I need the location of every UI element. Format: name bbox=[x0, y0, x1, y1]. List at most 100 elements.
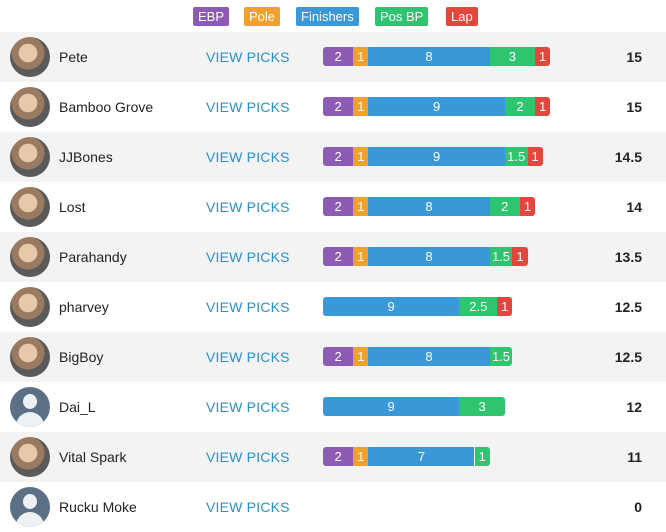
player-name: Pete bbox=[59, 49, 88, 65]
score-segment-pole: 1 bbox=[353, 347, 369, 366]
view-picks-link[interactable]: VIEW PICKS bbox=[206, 99, 290, 115]
view-picks-link[interactable]: VIEW PICKS bbox=[206, 449, 290, 465]
score-segment-pos-bp: 1.5 bbox=[489, 347, 513, 366]
legend-pole: Pole bbox=[244, 7, 281, 26]
avatar bbox=[10, 487, 50, 527]
score-segment-pole: 1 bbox=[353, 247, 369, 266]
leaderboard-row: JJBones VIEW PICKS 2 1 9 1.5 1 14.5 bbox=[0, 132, 666, 182]
avatar bbox=[10, 437, 50, 477]
player-name: BigBoy bbox=[59, 349, 104, 365]
score-segment-lap: 1 bbox=[519, 197, 536, 216]
view-picks-link[interactable]: VIEW PICKS bbox=[206, 299, 290, 315]
score-segment-pos-bp: 2 bbox=[489, 197, 520, 216]
score-segment-ebp: 2 bbox=[323, 97, 354, 116]
score-segment-pos-bp: 3 bbox=[459, 397, 505, 416]
avatar bbox=[10, 187, 50, 227]
score-segment-pole: 1 bbox=[353, 47, 369, 66]
score-segment-ebp: 2 bbox=[323, 47, 354, 66]
player-name: JJBones bbox=[59, 149, 113, 165]
leaderboard-row: Lost VIEW PICKS 2 1 8 2 1 14 bbox=[0, 182, 666, 232]
total-points: 14.5 bbox=[614, 149, 642, 165]
view-picks-link[interactable]: VIEW PICKS bbox=[206, 199, 290, 215]
score-segment-lap: 1 bbox=[535, 97, 551, 116]
score-segment-lap: 1 bbox=[512, 247, 528, 266]
score-segment-finishers: 9 bbox=[368, 97, 505, 116]
leaderboard: Pete VIEW PICKS 2 1 8 3 1 15 Bamboo Grove VIEW PI… bbox=[0, 32, 666, 532]
legend-pos-bp: Pos BP bbox=[375, 7, 429, 26]
total-points: 14 bbox=[626, 199, 642, 215]
view-picks-link[interactable]: VIEW PICKS bbox=[206, 149, 290, 165]
leaderboard-row: Dai_L VIEW PICKS 9 3 12 bbox=[0, 382, 666, 432]
score-segment-finishers: 9 bbox=[323, 397, 460, 416]
player-name: Rucku Moke bbox=[59, 499, 137, 515]
total-points: 0 bbox=[634, 499, 642, 515]
score-segment-pos-bp: 1 bbox=[474, 447, 490, 466]
total-points: 12 bbox=[626, 399, 642, 415]
leaderboard-row: Rucku Moke VIEW PICKS 0 bbox=[0, 482, 666, 532]
score-segment-ebp: 2 bbox=[323, 447, 354, 466]
score-segment-finishers: 9 bbox=[323, 297, 460, 316]
score-segment-finishers: 8 bbox=[368, 247, 490, 266]
avatar bbox=[10, 237, 50, 277]
score-segment-lap: 1 bbox=[527, 147, 543, 166]
score-segment-lap: 1 bbox=[535, 47, 551, 66]
legend-lap: Lap bbox=[446, 7, 478, 26]
view-picks-link[interactable]: VIEW PICKS bbox=[206, 349, 290, 365]
player-name: pharvey bbox=[59, 299, 109, 315]
avatar bbox=[10, 87, 50, 127]
score-segment-finishers: 7 bbox=[368, 447, 475, 466]
avatar bbox=[10, 337, 50, 377]
score-segment-pole: 1 bbox=[353, 147, 369, 166]
total-points: 15 bbox=[626, 49, 642, 65]
view-picks-link[interactable]: VIEW PICKS bbox=[206, 499, 290, 515]
score-segment-finishers: 9 bbox=[368, 147, 505, 166]
view-picks-link[interactable]: VIEW PICKS bbox=[206, 399, 290, 415]
score-segment-pos-bp: 1.5 bbox=[504, 147, 528, 166]
player-name: Lost bbox=[59, 199, 86, 215]
avatar bbox=[10, 387, 50, 427]
avatar bbox=[10, 137, 50, 177]
player-name: Parahandy bbox=[59, 249, 127, 265]
score-segment-ebp: 2 bbox=[323, 197, 354, 216]
total-points: 12.5 bbox=[614, 349, 642, 365]
score-segment-lap: 1 bbox=[497, 297, 513, 316]
score-segment-finishers: 8 bbox=[368, 347, 490, 366]
view-picks-link[interactable]: VIEW PICKS bbox=[206, 49, 290, 65]
leaderboard-row: pharvey VIEW PICKS 9 2.5 1 12.5 bbox=[0, 282, 666, 332]
score-segment-finishers: 8 bbox=[368, 47, 490, 66]
score-segment-pos-bp: 2 bbox=[504, 97, 536, 116]
default-avatar-body bbox=[16, 412, 44, 427]
score-segment-pole: 1 bbox=[353, 197, 369, 216]
legend-finishers: Finishers bbox=[296, 7, 359, 26]
view-picks-link[interactable]: VIEW PICKS bbox=[206, 249, 290, 265]
default-avatar-head bbox=[23, 494, 37, 509]
total-points: 13.5 bbox=[614, 249, 642, 265]
leaderboard-row: Parahandy VIEW PICKS 2 1 8 1.5 1 13.5 bbox=[0, 232, 666, 282]
leaderboard-row: Vital Spark VIEW PICKS 2 1 7 1 11 bbox=[0, 432, 666, 482]
score-bar: 2 1 8 1.5 1 bbox=[323, 247, 528, 266]
player-name: Dai_L bbox=[59, 399, 96, 415]
legend: EBP Pole Finishers Pos BP Lap bbox=[0, 7, 666, 27]
leaderboard-row: BigBoy VIEW PICKS 2 1 8 1.5 12.5 bbox=[0, 332, 666, 382]
player-name: Bamboo Grove bbox=[59, 99, 154, 115]
player-name: Vital Spark bbox=[59, 449, 127, 465]
score-bar: 9 2.5 1 bbox=[323, 297, 513, 316]
score-bar: 2 1 8 1.5 bbox=[323, 347, 513, 366]
total-points: 15 bbox=[626, 99, 642, 115]
leaderboard-row: Bamboo Grove VIEW PICKS 2 1 9 2 1 15 bbox=[0, 82, 666, 132]
score-segment-pos-bp: 2.5 bbox=[459, 297, 498, 316]
total-points: 12.5 bbox=[614, 299, 642, 315]
default-avatar-body bbox=[16, 512, 44, 527]
avatar bbox=[10, 37, 50, 77]
score-segment-ebp: 2 bbox=[323, 347, 354, 366]
score-segment-ebp: 2 bbox=[323, 247, 354, 266]
score-segment-finishers: 8 bbox=[368, 197, 490, 216]
default-avatar-head bbox=[23, 394, 37, 409]
total-points: 11 bbox=[627, 449, 642, 465]
score-segment-pole: 1 bbox=[353, 97, 369, 116]
